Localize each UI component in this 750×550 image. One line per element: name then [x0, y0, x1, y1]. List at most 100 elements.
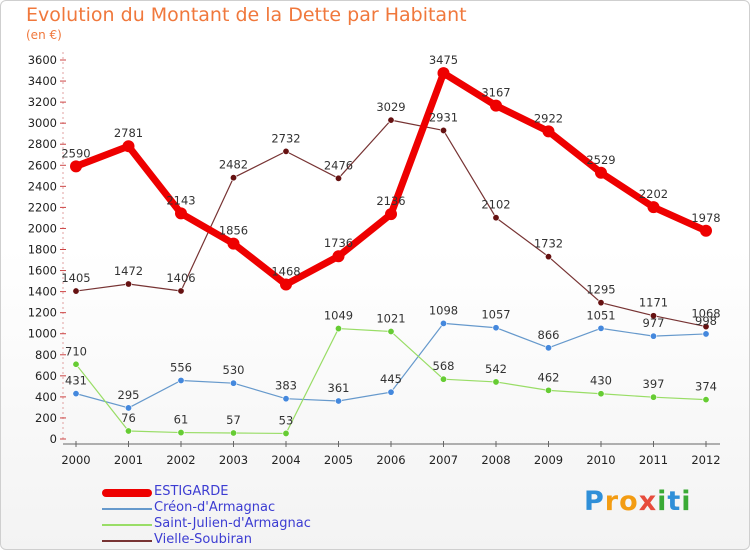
- data-label: 866: [538, 328, 560, 342]
- data-label: 1856: [219, 224, 248, 238]
- data-label: 1057: [481, 308, 510, 322]
- legend-swatch: [102, 508, 152, 510]
- data-label: 2143: [166, 193, 195, 207]
- data-point: [647, 201, 660, 214]
- data-point: [72, 360, 80, 368]
- logo-letter: t: [667, 486, 682, 517]
- data-label: 1406: [166, 271, 195, 285]
- data-point: [544, 253, 552, 261]
- data-label: 1171: [639, 296, 668, 310]
- data-label: 556: [170, 360, 192, 374]
- data-point: [280, 278, 292, 291]
- data-point: [649, 332, 657, 340]
- data-point: [597, 324, 605, 332]
- data-label: 710: [65, 344, 87, 358]
- data-point: [542, 125, 555, 138]
- data-label: 3029: [376, 100, 405, 114]
- data-label: 2476: [324, 158, 353, 172]
- x-tick-label: 2009: [534, 453, 563, 467]
- logo-letter: i: [681, 486, 692, 517]
- x-tick-label: 2012: [691, 453, 720, 467]
- data-point: [177, 287, 185, 295]
- data-point: [387, 328, 395, 336]
- data-label: 1051: [586, 308, 615, 322]
- data-point: [490, 99, 502, 112]
- x-tick-label: 2008: [481, 453, 510, 467]
- y-tick-label: 2200: [28, 200, 57, 214]
- data-label: 61: [174, 413, 189, 427]
- y-tick-label: 3400: [28, 74, 57, 88]
- data-point: [437, 67, 450, 80]
- data-label: 431: [65, 374, 87, 388]
- data-point: [72, 390, 80, 398]
- data-label: 57: [226, 413, 241, 427]
- x-tick-label: 2003: [219, 453, 248, 467]
- data-label: 2136: [376, 194, 405, 208]
- data-point: [597, 299, 605, 307]
- data-point: [70, 160, 82, 173]
- data-label: 568: [433, 359, 455, 373]
- data-label: 361: [328, 381, 350, 395]
- x-tick-label: 2011: [639, 453, 668, 467]
- data-point: [439, 375, 447, 383]
- data-point: [544, 344, 552, 352]
- y-tick-label: 1400: [28, 285, 57, 299]
- data-label: 2529: [586, 153, 615, 167]
- logo-letter: x: [638, 486, 658, 517]
- data-label: 1295: [586, 283, 615, 297]
- data-point: [177, 429, 185, 437]
- data-label: 1068: [691, 307, 720, 321]
- y-tick-label: 2400: [28, 179, 57, 193]
- y-tick-label: 200: [35, 411, 57, 425]
- data-label: 2922: [534, 111, 563, 125]
- data-label: 462: [538, 370, 560, 384]
- logo-letter: o: [619, 486, 639, 517]
- data-point: [334, 397, 342, 405]
- x-tick-label: 2006: [376, 453, 405, 467]
- x-tick-label: 2001: [114, 453, 143, 467]
- data-point: [125, 427, 133, 435]
- data-label: 977: [643, 316, 665, 330]
- data-label: 1978: [691, 211, 720, 225]
- data-label: 1732: [534, 237, 563, 251]
- data-label: 1405: [61, 271, 90, 285]
- x-tick-label: 2005: [324, 453, 353, 467]
- x-tick-label: 2000: [61, 453, 90, 467]
- data-label: 2482: [219, 158, 248, 172]
- data-label: 1098: [429, 303, 458, 317]
- data-label: 1736: [324, 236, 353, 250]
- proxiti-logo: Proxiti: [584, 486, 692, 517]
- logo-letter: P: [584, 486, 605, 517]
- legend-swatch: [102, 540, 152, 542]
- legend-swatch: [102, 524, 152, 526]
- x-tick-label: 2010: [586, 453, 615, 467]
- data-label: 445: [380, 372, 402, 386]
- data-point: [387, 116, 395, 124]
- data-label: 374: [695, 380, 717, 394]
- data-point: [700, 224, 712, 237]
- data-labels: 431 295 556 530 383 361 445 1098 1057 866 1051 977 9…: [61, 53, 720, 427]
- data-label: 397: [643, 377, 665, 391]
- y-tick-label: 0: [50, 432, 57, 446]
- data-point: [702, 330, 710, 338]
- data-point: [230, 429, 238, 437]
- data-point: [175, 207, 187, 220]
- y-tick-label: 2600: [28, 158, 57, 172]
- data-point: [597, 390, 605, 398]
- data-label: 295: [118, 388, 140, 402]
- data-point: [332, 250, 345, 263]
- data-point: [230, 174, 238, 182]
- data-point: [122, 140, 135, 153]
- data-point: [387, 388, 395, 396]
- data-point: [282, 429, 290, 437]
- y-tick-label: 2000: [28, 221, 57, 235]
- data-point: [72, 287, 80, 295]
- legend-label: Vielle-Soubiran: [154, 532, 252, 547]
- x-tick-label: 2002: [166, 453, 195, 467]
- data-label: 2202: [639, 187, 668, 201]
- data-label: 3167: [481, 86, 510, 100]
- data-point: [492, 324, 500, 332]
- x-tick-label: 2004: [271, 453, 300, 467]
